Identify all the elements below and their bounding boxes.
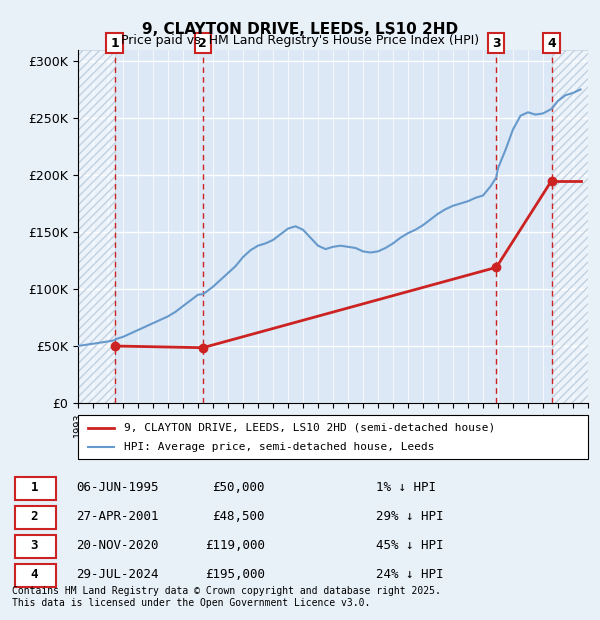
- Text: 9, CLAYTON DRIVE, LEEDS, LS10 2HD: 9, CLAYTON DRIVE, LEEDS, LS10 2HD: [142, 22, 458, 37]
- Bar: [78, 50, 115, 403]
- FancyBboxPatch shape: [15, 535, 56, 557]
- FancyBboxPatch shape: [15, 507, 56, 529]
- Text: 1: 1: [31, 481, 38, 494]
- Text: 2: 2: [199, 37, 207, 50]
- Text: 20-NOV-2020: 20-NOV-2020: [77, 539, 159, 552]
- Text: 9, CLAYTON DRIVE, LEEDS, LS10 2HD (semi-detached house): 9, CLAYTON DRIVE, LEEDS, LS10 2HD (semi-…: [124, 423, 495, 433]
- Text: 4: 4: [31, 568, 38, 581]
- Text: 24% ↓ HPI: 24% ↓ HPI: [376, 568, 444, 581]
- Text: £50,000: £50,000: [212, 481, 265, 494]
- Text: 29-JUL-2024: 29-JUL-2024: [77, 568, 159, 581]
- Text: £48,500: £48,500: [212, 510, 265, 523]
- Text: 1% ↓ HPI: 1% ↓ HPI: [376, 481, 436, 494]
- Bar: [551, 50, 588, 403]
- Bar: [551, 50, 588, 403]
- Text: 3: 3: [492, 37, 500, 50]
- Text: 06-JUN-1995: 06-JUN-1995: [77, 481, 159, 494]
- FancyBboxPatch shape: [78, 415, 588, 459]
- Text: 29% ↓ HPI: 29% ↓ HPI: [376, 510, 444, 523]
- FancyBboxPatch shape: [15, 477, 56, 500]
- Text: £119,000: £119,000: [205, 539, 265, 552]
- Text: 45% ↓ HPI: 45% ↓ HPI: [376, 539, 444, 552]
- Text: 3: 3: [31, 539, 38, 552]
- FancyBboxPatch shape: [15, 564, 56, 587]
- Text: £195,000: £195,000: [205, 568, 265, 581]
- Text: 27-APR-2001: 27-APR-2001: [77, 510, 159, 523]
- Text: 4: 4: [547, 37, 556, 50]
- Text: HPI: Average price, semi-detached house, Leeds: HPI: Average price, semi-detached house,…: [124, 441, 434, 451]
- Text: 1: 1: [110, 37, 119, 50]
- Text: Price paid vs. HM Land Registry's House Price Index (HPI): Price paid vs. HM Land Registry's House …: [121, 34, 479, 47]
- Bar: [78, 50, 115, 403]
- Text: Contains HM Land Registry data © Crown copyright and database right 2025.
This d: Contains HM Land Registry data © Crown c…: [12, 586, 441, 608]
- Text: 2: 2: [31, 510, 38, 523]
